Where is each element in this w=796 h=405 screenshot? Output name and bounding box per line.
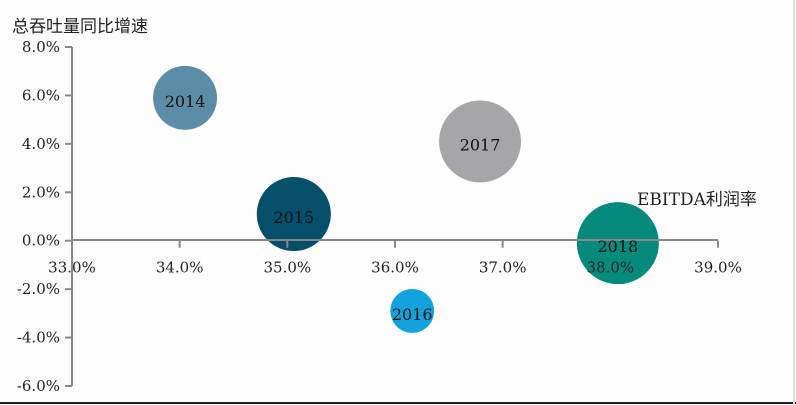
bubble-label: 2017 xyxy=(460,135,501,154)
y-tick-label: 4.0% xyxy=(22,135,60,153)
x-tick-label: 35.0% xyxy=(264,259,312,277)
y-tick-label: -2.0% xyxy=(17,280,60,298)
y-tick-label: 0.0% xyxy=(22,232,60,250)
bubble-2015 xyxy=(256,177,331,252)
y-tick-label: 6.0% xyxy=(22,86,60,104)
bubble-2017 xyxy=(439,100,522,183)
y-tick-label: -6.0% xyxy=(17,377,60,395)
y-tick-label: -4.0% xyxy=(17,329,60,347)
x-tick-label: 34.0% xyxy=(156,259,204,277)
bubble-label: 2018 xyxy=(598,237,639,256)
bubble-label: 2016 xyxy=(392,305,433,324)
y-tick-label: 8.0% xyxy=(22,38,60,56)
bubble-2016 xyxy=(390,288,435,333)
x-tick-label: 33.0% xyxy=(48,259,96,277)
bubble-2014 xyxy=(153,65,218,130)
x-tick-label: 36.0% xyxy=(371,259,419,277)
x-tick-label: 37.0% xyxy=(479,259,527,277)
y-tick-label: 2.0% xyxy=(22,183,60,201)
x-tick-label: 38.0% xyxy=(587,259,635,277)
bubble-label: 2015 xyxy=(273,208,314,227)
x-tick-label: 39.0% xyxy=(694,259,742,277)
y-axis-title: 总吞吐量同比增速 xyxy=(12,17,148,37)
bubble-label: 2014 xyxy=(165,92,206,111)
bubble-2018 xyxy=(576,202,659,285)
x-axis-title: EBITDA利润率 xyxy=(637,190,757,210)
